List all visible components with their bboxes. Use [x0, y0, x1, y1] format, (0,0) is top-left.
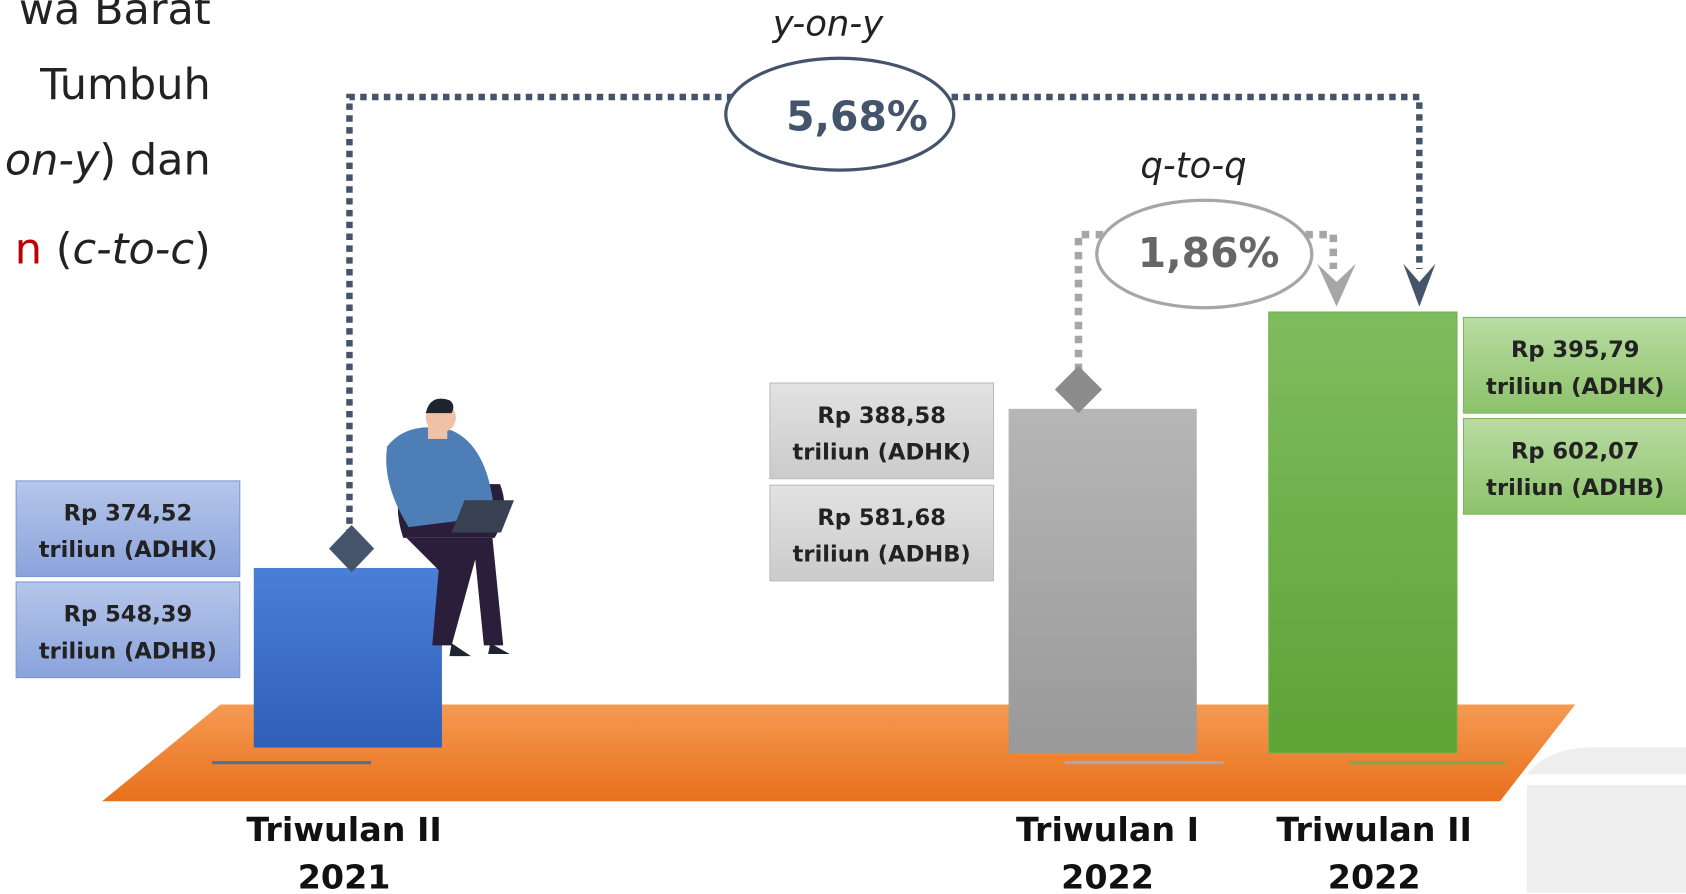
category-label: Triwulan II [246, 810, 441, 849]
arrow [1403, 263, 1436, 307]
value-line: triliun (ADHB) [39, 638, 217, 664]
intro-segment: ) dan [99, 135, 210, 185]
category-label: Triwulan I [1016, 810, 1199, 849]
intro-segment: on-y [5, 135, 100, 185]
value-line: triliun (ADHB) [793, 542, 971, 568]
platform [102, 704, 1576, 802]
intro-line: wa Barat [19, 0, 211, 35]
qtq-connector [1074, 230, 1338, 372]
intro-line: n (c-to-c) [15, 225, 211, 275]
diamond [1054, 365, 1103, 414]
category-label: 2021 [298, 857, 391, 894]
value-line: Rp 548,39 [64, 602, 193, 628]
value-box [769, 484, 995, 582]
diamond [329, 524, 375, 573]
value-line: triliun (ADHK) [793, 439, 971, 465]
yoy-value: 5,68% [786, 92, 928, 140]
value-box [1462, 316, 1686, 414]
intro-segment: c-to-c [72, 225, 194, 275]
category-label: 2022 [1328, 857, 1421, 894]
value-line: triliun (ADHK) [1486, 374, 1664, 400]
value-box [15, 480, 241, 578]
logo [1526, 747, 1686, 893]
qtq-value: 1,86% [1138, 229, 1280, 277]
qtq-label: q-to-q [1140, 146, 1246, 187]
value-box [1462, 417, 1686, 515]
category-label: Triwulan II [1276, 810, 1471, 849]
value-line: triliun (ADHK) [39, 537, 217, 563]
bar [253, 567, 442, 748]
qtq-ellipse [1095, 198, 1314, 310]
arrow [1317, 263, 1356, 307]
intro-segment: ( [42, 225, 72, 275]
value-box [15, 581, 241, 679]
intro-line: on-y) dan [5, 135, 211, 185]
intro-segment: ) [194, 225, 211, 275]
value-line: triliun (ADHB) [1486, 475, 1664, 501]
value-line: Rp 581,68 [817, 505, 946, 531]
intro-segment: n [15, 225, 42, 275]
intro-line: Tumbuh [39, 60, 211, 110]
yoy-label: y-on-y [772, 4, 885, 45]
value-line: Rp 388,58 [817, 403, 946, 429]
value-line: Rp 602,07 [1511, 438, 1640, 464]
intro-segment: Tumbuh [39, 60, 211, 110]
yoy-ellipse [724, 56, 956, 172]
person-illustration [386, 398, 514, 657]
category-label: 2022 [1061, 857, 1154, 894]
value-line: Rp 374,52 [64, 501, 193, 527]
bar [1008, 408, 1197, 753]
intro-segment: wa Barat [19, 0, 211, 35]
bar [1268, 311, 1458, 754]
value-line: Rp 395,79 [1511, 337, 1640, 363]
value-box [769, 382, 995, 480]
intro-text: wa Barat Tumbuh on-y) dan n (c-to-c) [5, 0, 211, 275]
